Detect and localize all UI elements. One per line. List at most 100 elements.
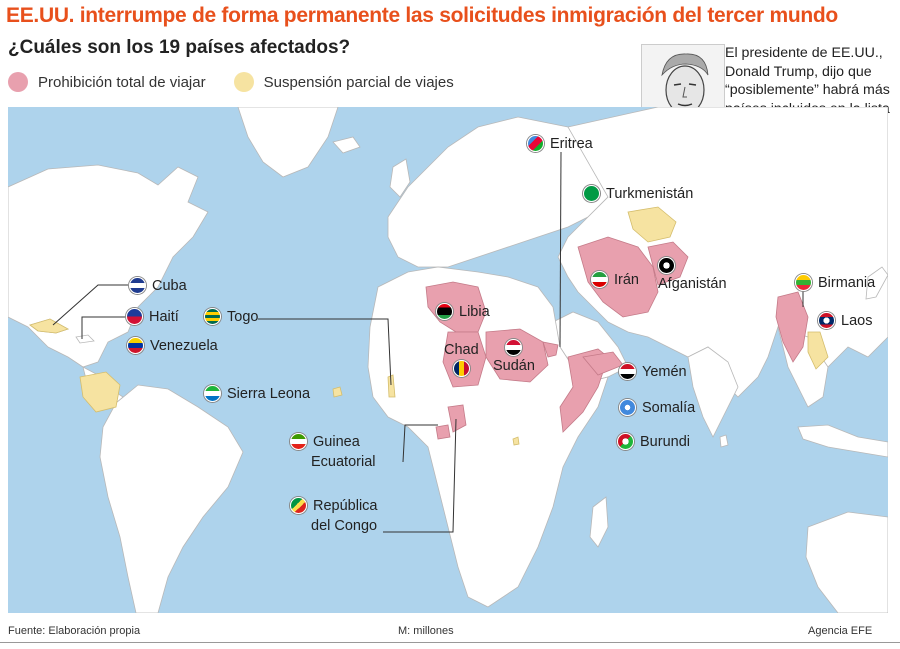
flag-birmania-icon bbox=[795, 274, 812, 291]
label-togo: Togo bbox=[204, 308, 258, 325]
flag-guinea-ecuatorial-icon bbox=[290, 433, 307, 450]
label-turkmenistan-text: Turkmenistán bbox=[606, 185, 694, 202]
flag-chad-icon bbox=[452, 360, 470, 377]
greenland bbox=[237, 107, 339, 178]
flag-burundi-icon bbox=[617, 433, 634, 450]
label-libia-text: Libia bbox=[459, 303, 490, 320]
label-iran-text: Irán bbox=[614, 271, 639, 288]
japan-island bbox=[865, 266, 888, 300]
leader-eritrea bbox=[559, 151, 562, 348]
laos-region bbox=[807, 331, 829, 370]
legend: Prohibición total de viajar Suspensión p… bbox=[8, 72, 482, 92]
leader-guinea bbox=[402, 424, 438, 463]
south-america bbox=[99, 384, 244, 613]
legend-swatch-total bbox=[8, 72, 28, 92]
flag-yemen-icon bbox=[619, 363, 636, 380]
label-cuba-text: Cuba bbox=[152, 277, 187, 294]
label-sudan-text: Sudán bbox=[493, 358, 535, 374]
flag-cuba-icon bbox=[129, 277, 146, 294]
label-burundi: Burundi bbox=[617, 433, 690, 450]
world-map: Cuba Haití Venezuela Togo Sierra Leona G… bbox=[8, 107, 888, 613]
label-congo-text-2: del Congo bbox=[311, 518, 378, 534]
cuba-partial bbox=[29, 318, 69, 334]
sierra-leona-region bbox=[332, 386, 343, 398]
congo-region bbox=[447, 404, 467, 433]
label-iran: Irán bbox=[591, 271, 639, 288]
eritrea-region bbox=[542, 341, 559, 358]
label-turkmenistan: Turkmenistán bbox=[583, 185, 693, 202]
leader-haiti bbox=[81, 316, 128, 339]
footer-source: Fuente: Elaboración propia bbox=[8, 625, 141, 637]
label-togo-text: Togo bbox=[227, 308, 259, 325]
partial-ban-countries bbox=[29, 206, 829, 446]
iceland-island bbox=[332, 136, 361, 154]
legend-label-total: Prohibición total de viajar bbox=[38, 73, 206, 91]
label-somalia: Somalía bbox=[619, 399, 695, 416]
north-america bbox=[8, 164, 209, 368]
legend-swatch-partial bbox=[233, 72, 254, 92]
label-guinea-ecuatorial-text-1: Guinea bbox=[313, 433, 360, 450]
label-cuba: Cuba bbox=[129, 277, 187, 294]
label-guinea-ecuatorial-text-2: Ecuatorial bbox=[311, 454, 376, 470]
label-somalia-text: Somalía bbox=[642, 399, 696, 416]
birmania-region bbox=[775, 291, 809, 363]
label-sierra-leona: Sierra Leona bbox=[204, 385, 310, 402]
sri-lanka-island bbox=[719, 434, 729, 448]
flag-haiti-icon bbox=[126, 308, 143, 325]
flag-libia-icon bbox=[436, 303, 453, 320]
label-congo-text-1: República bbox=[313, 497, 378, 514]
label-haiti: Haití bbox=[126, 308, 179, 325]
legend-label-partial: Suspensión parcial de viajes bbox=[263, 73, 454, 91]
leader-cuba bbox=[52, 284, 128, 326]
headline: EE.UU. interrumpe de forma permanente la… bbox=[6, 4, 838, 27]
footer-agency: Agencia EFE bbox=[808, 625, 873, 637]
label-afganistan-text: Afganistán bbox=[658, 276, 727, 292]
label-sudan: Sudán bbox=[493, 339, 535, 374]
label-chad: Chad bbox=[444, 342, 479, 377]
flag-sudan-icon bbox=[505, 339, 523, 356]
label-sierra-leona-text: Sierra Leona bbox=[227, 385, 311, 402]
flag-venezuela-icon bbox=[127, 337, 144, 354]
label-yemen: Yemén bbox=[619, 363, 687, 380]
flag-congo-icon bbox=[290, 497, 307, 514]
uk-island bbox=[389, 158, 411, 198]
iran-region bbox=[577, 236, 659, 318]
australia bbox=[805, 511, 888, 613]
flag-turkmenistan-icon bbox=[583, 185, 600, 202]
flag-somalia-icon bbox=[619, 399, 636, 416]
flag-laos-icon bbox=[818, 312, 835, 329]
guinea-ecuatorial-region bbox=[435, 424, 451, 440]
leader-togo bbox=[258, 318, 392, 386]
label-afganistan: Afganistán bbox=[658, 257, 727, 292]
label-laos-text: Laos bbox=[841, 312, 873, 329]
flag-eritrea-icon bbox=[527, 135, 544, 152]
footer-units: M: millones bbox=[398, 625, 454, 637]
label-haiti-text: Haití bbox=[149, 308, 179, 325]
burundi-region bbox=[512, 436, 520, 446]
label-laos: Laos bbox=[818, 312, 872, 329]
india bbox=[687, 346, 739, 438]
flag-sierra-leona-icon bbox=[204, 385, 221, 402]
togo-region bbox=[387, 374, 396, 398]
venezuela-region bbox=[79, 371, 121, 413]
label-burundi-text: Burundi bbox=[640, 433, 690, 450]
sudan-region bbox=[485, 328, 549, 383]
label-venezuela: Venezuela bbox=[127, 337, 218, 354]
legend-item-partial: Suspensión parcial de viajes bbox=[233, 72, 454, 92]
leader-congo bbox=[383, 418, 457, 533]
flag-togo-icon bbox=[204, 308, 221, 325]
label-guinea-ecuatorial: Guinea Ecuatorial bbox=[290, 433, 375, 470]
map-svg bbox=[8, 107, 888, 613]
legend-item-total: Prohibición total de viajar bbox=[8, 72, 206, 92]
hispaniola-island bbox=[75, 334, 95, 344]
label-birmania: Birmania bbox=[795, 274, 875, 291]
madagascar-island bbox=[589, 496, 609, 548]
label-yemen-text: Yemén bbox=[642, 363, 687, 380]
flag-afganistan-icon bbox=[658, 257, 675, 274]
subtitle: ¿Cuáles son los 19 países afectados? bbox=[8, 37, 351, 58]
flag-iran-icon bbox=[591, 271, 608, 288]
bottom-rule bbox=[0, 642, 900, 643]
label-birmania-text: Birmania bbox=[818, 274, 876, 291]
label-eritrea: Eritrea bbox=[527, 135, 593, 152]
label-eritrea-text: Eritrea bbox=[550, 135, 593, 152]
